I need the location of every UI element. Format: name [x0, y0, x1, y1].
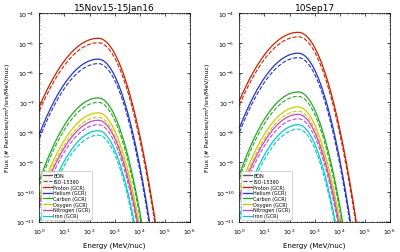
Y-axis label: Flux (# Particles/cm²/srs/MeV/nuc): Flux (# Particles/cm²/srs/MeV/nuc)	[204, 64, 210, 172]
Legend: BON, ISO-15390, Proton (GCR), Helium (GCR), Carbon (GCR), Oxygen (GCR), Nitrogen: BON, ISO-15390, Proton (GCR), Helium (GC…	[241, 171, 292, 220]
X-axis label: Energy (MeV/nuc): Energy (MeV/nuc)	[283, 241, 346, 248]
Title: 15Nov15-15Jan16: 15Nov15-15Jan16	[74, 4, 155, 13]
Legend: BON, ISO-15390, Proton (GCR), Helium (GCR), Carbon (GCR), Oxygen (GCR), Nitrogen: BON, ISO-15390, Proton (GCR), Helium (GC…	[41, 171, 92, 220]
X-axis label: Energy (MeV/nuc): Energy (MeV/nuc)	[83, 241, 146, 248]
Title: 10Sep17: 10Sep17	[294, 4, 334, 13]
Y-axis label: Flux (# Particles/cm²/srs/MeV/nuc): Flux (# Particles/cm²/srs/MeV/nuc)	[4, 64, 10, 172]
